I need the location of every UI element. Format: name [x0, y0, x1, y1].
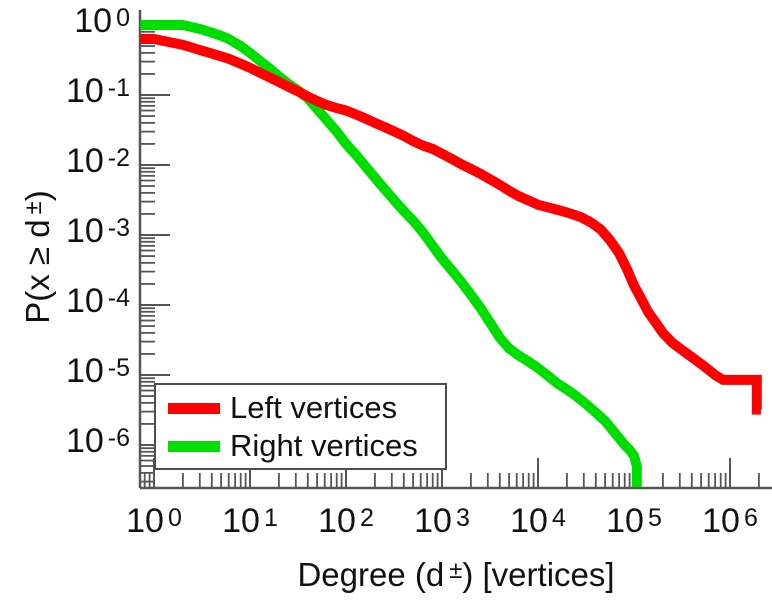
y-tick-label-1e-6: 10 -6	[65, 422, 130, 460]
x-tick-label-1e5: 10 5	[606, 502, 662, 540]
minor-ticks	[140, 27, 760, 488]
x-tick-label-1e0: 10 0	[126, 502, 182, 540]
y-tick-label-1e-4: 10 -4	[65, 282, 130, 320]
x-tick-label-1e4: 10 4	[510, 502, 566, 540]
legend-label-left: Left vertices	[230, 390, 398, 425]
x-label-post: ) [vertices]	[462, 556, 615, 593]
right-vertices-series	[140, 20, 642, 487]
y-tick-label-1e-1: 10 -1	[65, 72, 130, 110]
y-tick-label-1e-5: 10 -5	[65, 352, 130, 390]
left-vertices-series	[140, 34, 762, 415]
y-label-post: )	[19, 190, 56, 202]
legend-item-left-vertices: Left vertices	[168, 391, 397, 425]
legend-line-sample-right	[168, 440, 220, 452]
legend-item-right-vertices: Right vertices	[168, 429, 418, 463]
legend-label-right: Right vertices	[230, 428, 418, 463]
y-tick-label-1e-3: 10 -3	[65, 212, 130, 250]
x-tick-label-1e6: 10 6	[702, 502, 758, 540]
x-label-sup: ±	[449, 557, 463, 584]
y-tick-label-1e-2: 10 -2	[65, 142, 130, 180]
x-tick-label-1e1: 10 1	[222, 502, 278, 540]
x-label-pre: Degree (d	[297, 556, 445, 593]
data-curves	[140, 20, 762, 487]
y-tick-label-1e0: 10 0	[74, 2, 130, 40]
axes	[138, 10, 772, 490]
legend-line-sample-left	[168, 402, 220, 414]
y-label-sup: ±	[20, 201, 47, 215]
x-axis-label: Degree (d ±) [vertices]	[140, 556, 772, 594]
legend: Left vertices Right vertices	[154, 383, 447, 470]
x-tick-label-1e3: 10 3	[414, 502, 470, 540]
y-label-pre: P(x ≥ d	[19, 219, 56, 324]
y-axis-label: P(x ≥ d ±)	[19, 57, 57, 457]
x-tick-label-1e2: 10 2	[318, 502, 374, 540]
